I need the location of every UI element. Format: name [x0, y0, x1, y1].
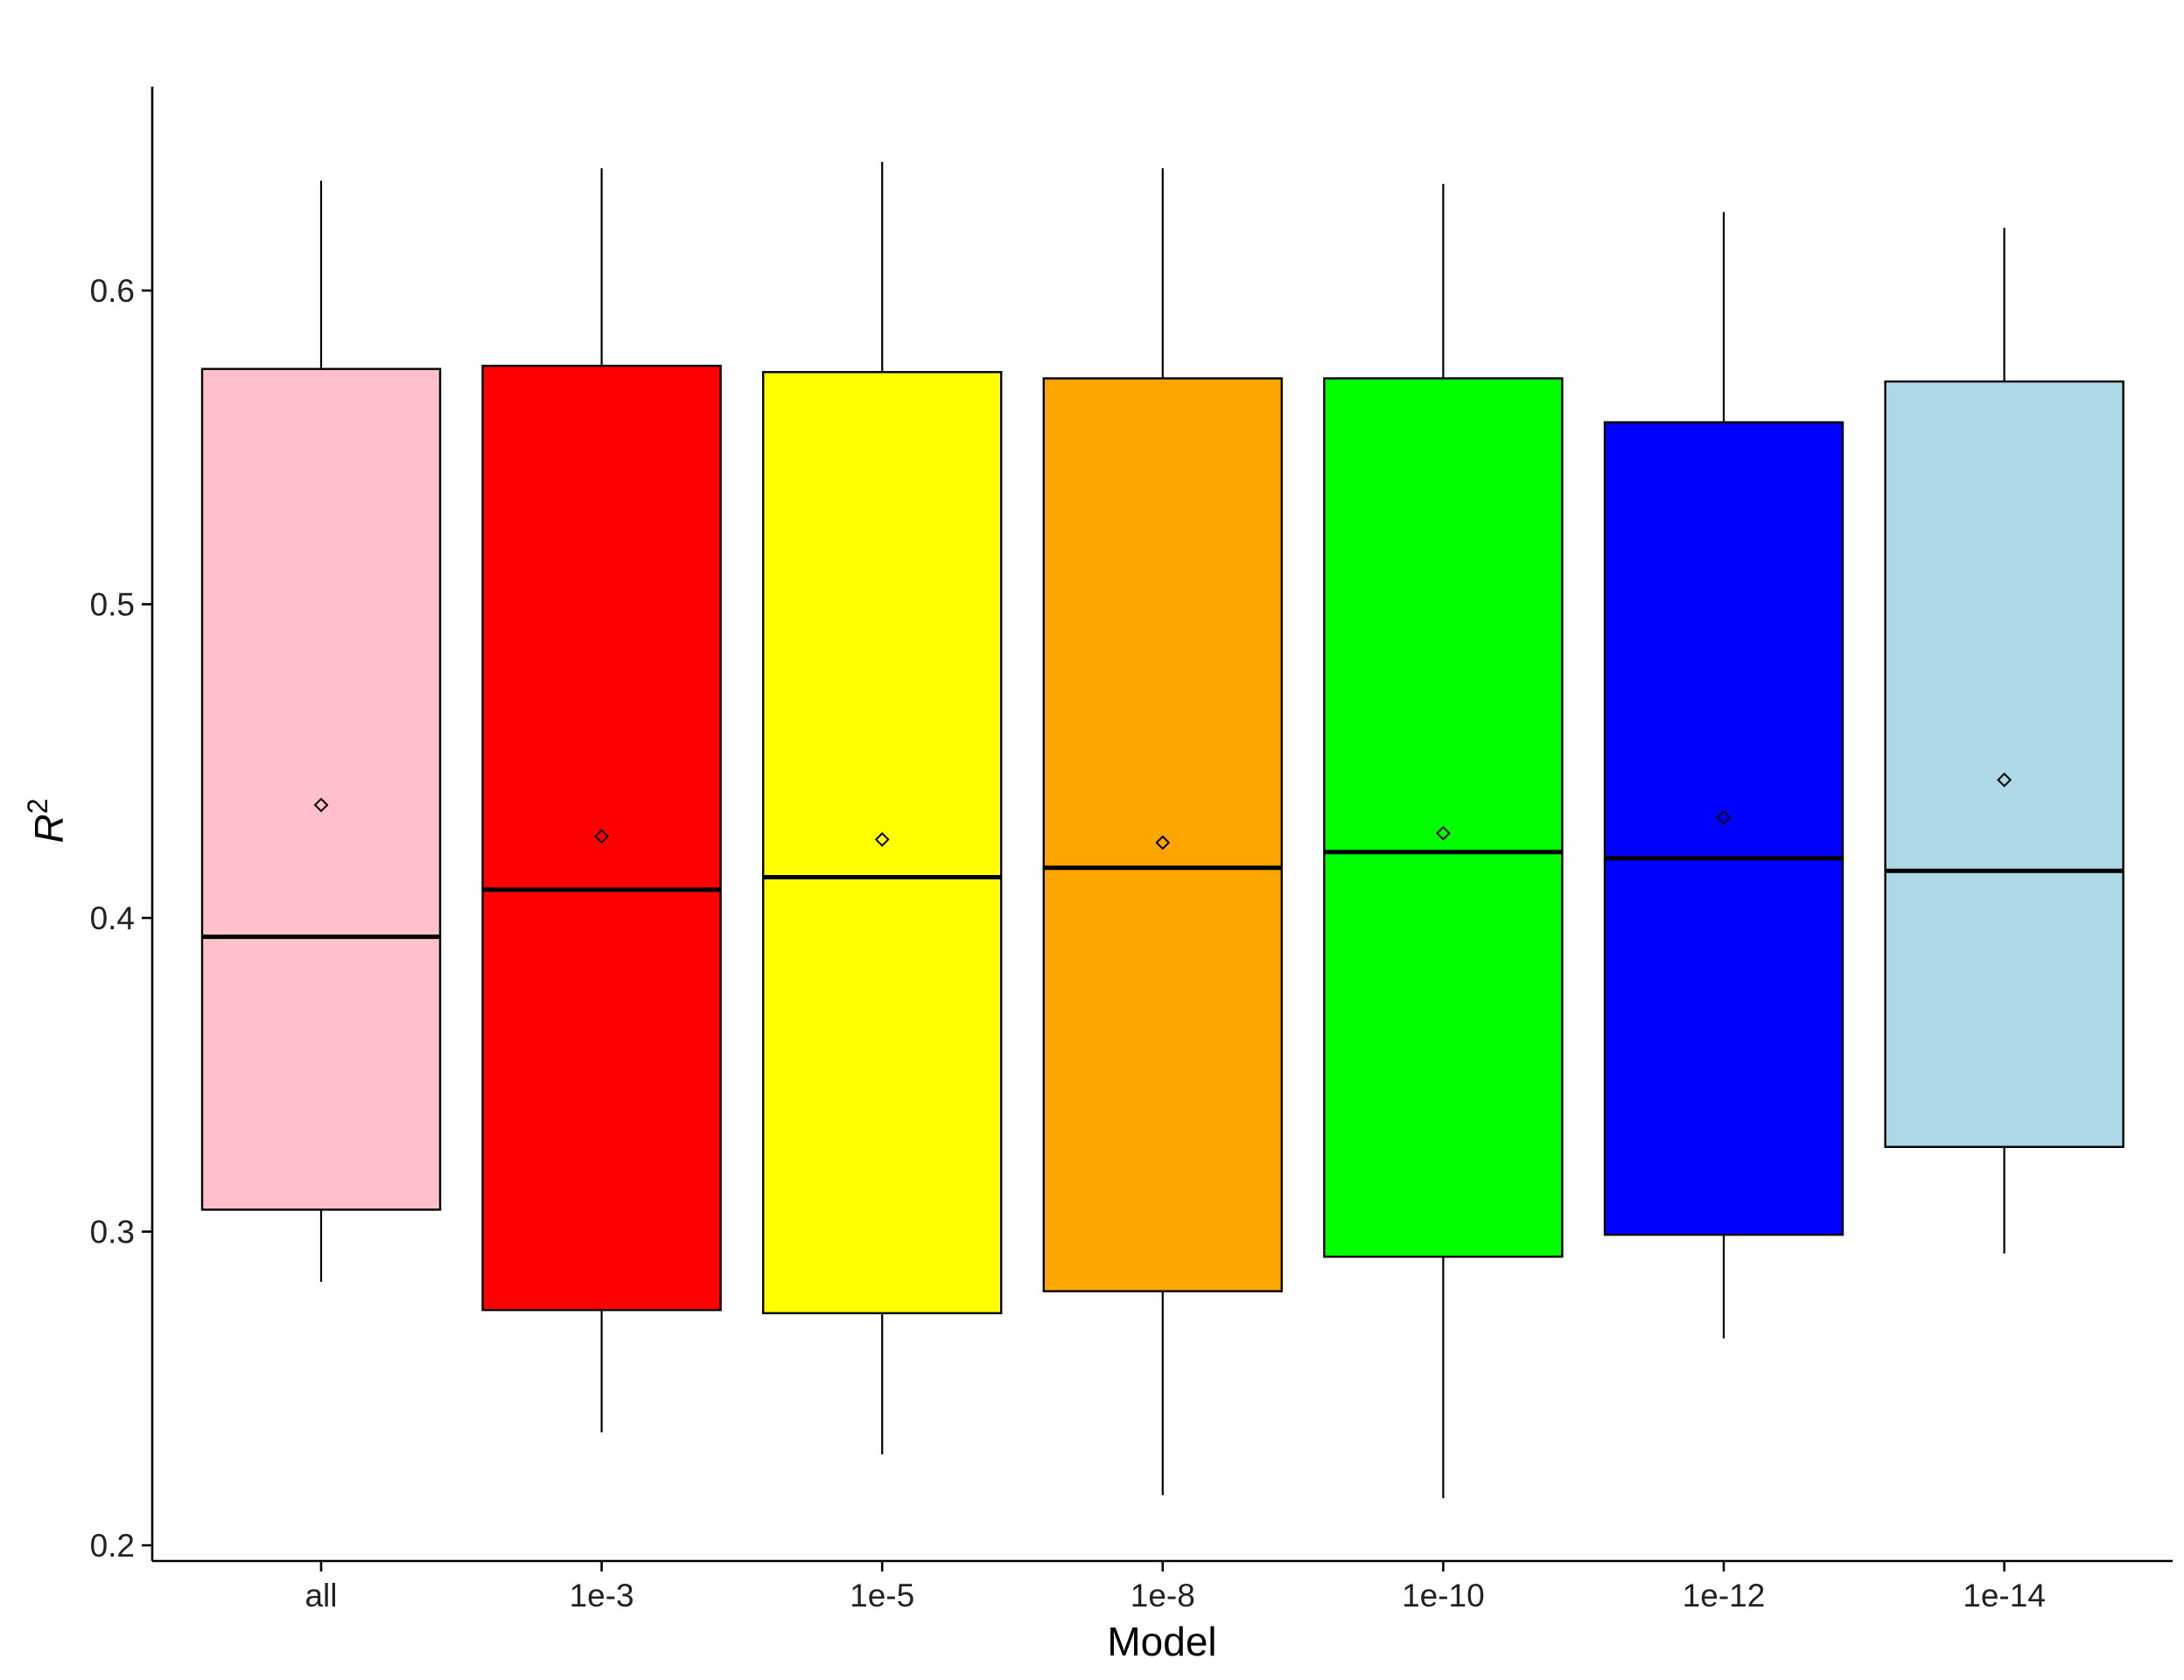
box-iqr: [200, 368, 442, 1211]
x-axis-title: Model: [1107, 1619, 1216, 1664]
box-iqr: [1603, 421, 1844, 1236]
mean-marker: [594, 829, 610, 844]
box-1e-3: [481, 168, 722, 1433]
box-1e-8: [1042, 168, 1284, 1495]
y-axis-title: R2: [22, 798, 72, 843]
y-axis-title-base: R: [26, 814, 72, 843]
y-axis-ticks: 0.2 0.3 0.4 0.5 0.6: [90, 273, 152, 1564]
box-iqr: [1042, 377, 1284, 1292]
y-tick-label: 0.2: [90, 1528, 135, 1564]
x-tick-label: 1e-14: [1963, 1578, 2046, 1614]
box-1e-5: [762, 162, 1003, 1455]
y-axis-title-superscript: 2: [22, 798, 53, 814]
mean-marker: [874, 832, 890, 847]
mean-marker: [313, 797, 329, 813]
y-tick-label: 0.4: [90, 900, 135, 936]
box-iqr: [1323, 377, 1564, 1258]
x-tick-label: 1e-8: [1130, 1578, 1195, 1614]
y-tick-label: 0.3: [90, 1214, 135, 1250]
y-tick-label: 0.5: [90, 587, 135, 623]
box-1e-10: [1323, 184, 1564, 1499]
mean-marker: [1716, 809, 1732, 825]
y-tick-label: 0.6: [90, 273, 135, 309]
plot-area: [200, 162, 2124, 1499]
box-iqr: [762, 371, 1003, 1314]
box-iqr: [1884, 380, 2124, 1148]
x-tick-label: all: [304, 1578, 337, 1614]
x-tick-label: 1e-12: [1683, 1578, 1766, 1614]
box-1e-12: [1603, 212, 1844, 1339]
x-axis-ticks: all 1e-3 1e-5 1e-8 1e-10 1e-12 1e-14: [304, 1561, 2046, 1614]
mean-marker: [1435, 825, 1451, 841]
mean-marker: [1155, 835, 1171, 850]
x-tick-label: 1e-3: [570, 1578, 634, 1614]
box-iqr: [481, 364, 722, 1312]
box-1e-14: [1884, 228, 2124, 1254]
x-tick-label: 1e-10: [1402, 1578, 1485, 1614]
box-all: [200, 180, 442, 1282]
x-tick-label: 1e-5: [850, 1578, 914, 1614]
mean-marker: [1997, 772, 2012, 788]
